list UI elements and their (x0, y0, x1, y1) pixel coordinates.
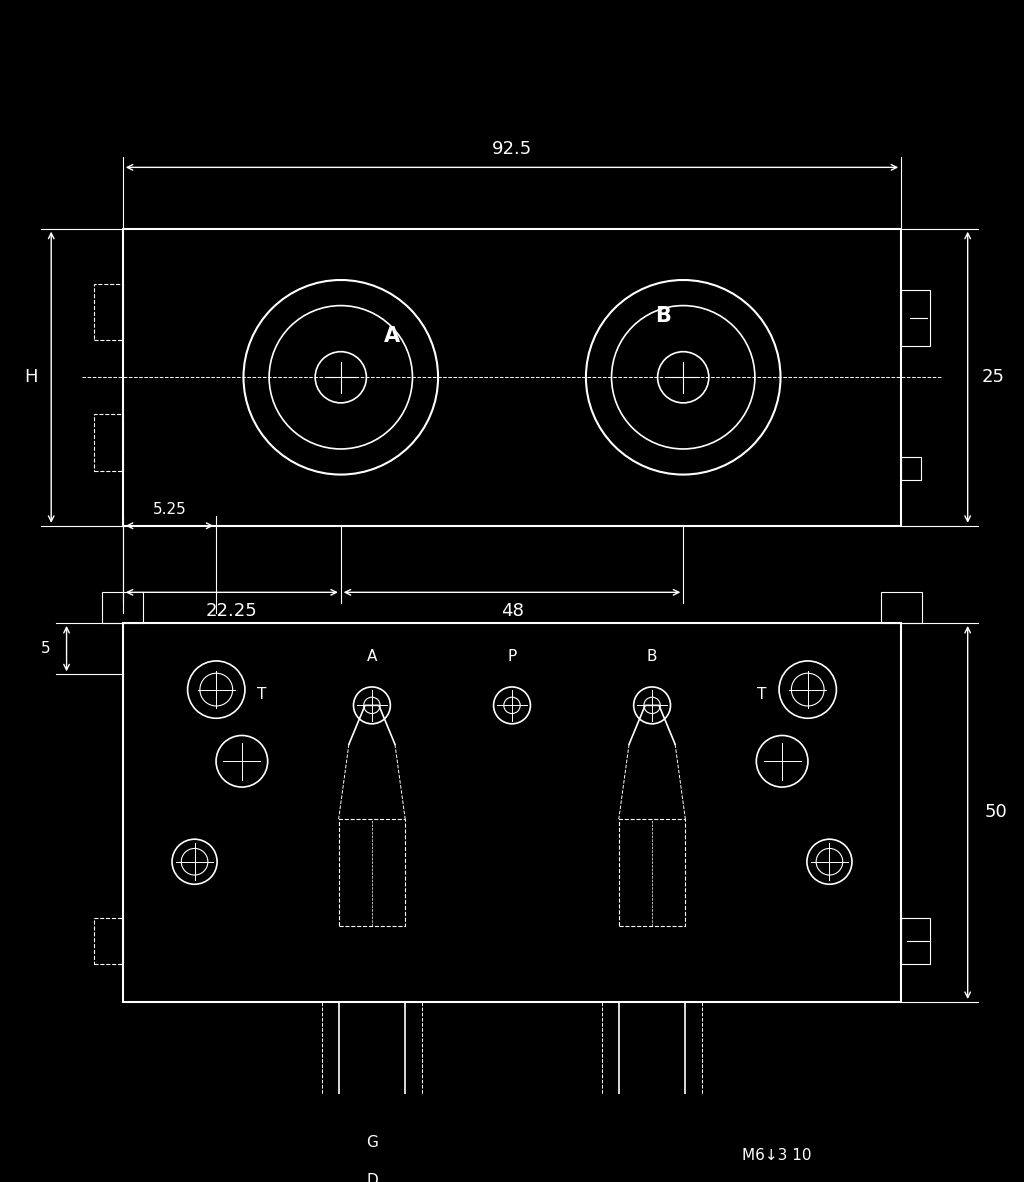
Text: D: D (366, 1173, 378, 1182)
Text: M6↓3 10: M6↓3 10 (741, 1148, 811, 1163)
Bar (94, 415, 123, 470)
Text: B: B (647, 649, 657, 664)
Text: T: T (257, 687, 266, 702)
Bar (123, 623, 901, 1002)
Bar (102, 592, 143, 623)
Text: A: A (367, 649, 377, 664)
Text: H: H (24, 369, 38, 387)
Text: A: A (384, 326, 400, 346)
Text: 92.5: 92.5 (492, 139, 532, 158)
Text: 22.25: 22.25 (206, 602, 258, 619)
Text: P: P (507, 649, 517, 664)
Text: 50: 50 (985, 804, 1008, 821)
Bar (339, 819, 406, 927)
Bar (123, 229, 901, 526)
Bar (618, 819, 685, 927)
Text: 25: 25 (982, 369, 1005, 387)
Text: 5.25: 5.25 (153, 502, 186, 517)
Text: T: T (758, 687, 767, 702)
Bar (901, 918, 930, 965)
Text: B: B (654, 306, 671, 326)
Bar (901, 457, 922, 480)
Bar (901, 290, 930, 346)
Text: G: G (366, 1135, 378, 1150)
Bar (881, 592, 922, 623)
Bar (94, 918, 123, 965)
Text: 5: 5 (41, 641, 51, 656)
Text: 48: 48 (501, 602, 523, 619)
Bar (94, 284, 123, 340)
